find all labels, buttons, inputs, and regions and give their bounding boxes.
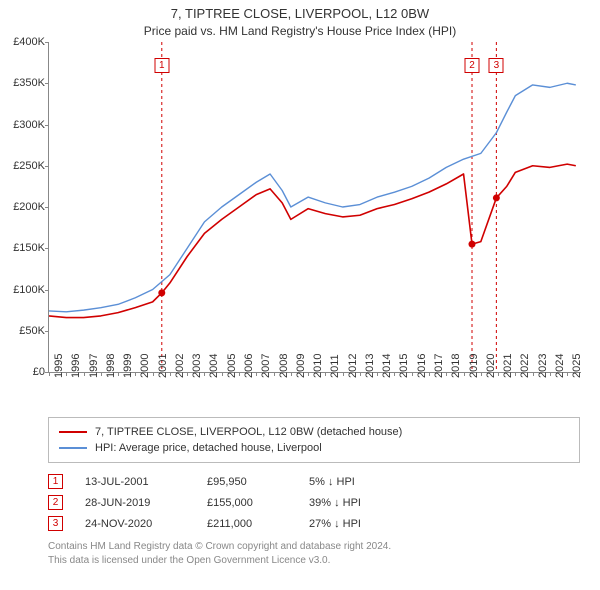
x-axis-tick-label: 2019 xyxy=(468,354,480,378)
x-axis-tick-label: 2005 xyxy=(226,354,238,378)
footer-line-2: This data is licensed under the Open Gov… xyxy=(48,554,580,568)
table-row: 1 13-JUL-2001 £95,950 5% ↓ HPI xyxy=(48,471,580,492)
legend-item-price-paid: 7, TIPTREE CLOSE, LIVERPOOL, L12 0BW (de… xyxy=(59,424,569,440)
x-axis-tick-label: 2024 xyxy=(554,354,566,378)
legend-label-hpi: HPI: Average price, detached house, Live… xyxy=(95,442,322,454)
sale-index-box: 2 xyxy=(48,495,63,510)
sale-marker-box: 2 xyxy=(465,58,480,73)
chart-title: 7, TIPTREE CLOSE, LIVERPOOL, L12 0BW xyxy=(0,0,600,21)
x-axis-tick-label: 2025 xyxy=(571,354,583,378)
x-axis-tick-label: 2018 xyxy=(450,354,462,378)
x-axis-tick-label: 2007 xyxy=(260,354,272,378)
x-axis-tick-label: 2010 xyxy=(312,354,324,378)
sale-price: £95,950 xyxy=(207,476,287,488)
x-axis-tick-label: 2001 xyxy=(157,354,169,378)
chart-plot-area: £0£50K£100K£150K£200K£250K£300K£350K£400… xyxy=(48,42,581,373)
chart-svg xyxy=(49,42,581,372)
footer-line-1: Contains HM Land Registry data © Crown c… xyxy=(48,540,580,554)
x-axis-tick-label: 1997 xyxy=(88,354,100,378)
sale-price: £155,000 xyxy=(207,497,287,509)
table-row: 3 24-NOV-2020 £211,000 27% ↓ HPI xyxy=(48,513,580,534)
sale-marker-box: 1 xyxy=(154,58,169,73)
x-axis-tick-label: 2009 xyxy=(295,354,307,378)
x-axis-tick-label: 1998 xyxy=(105,354,117,378)
x-axis-tick-label: 2014 xyxy=(381,354,393,378)
sale-delta: 39% ↓ HPI xyxy=(309,497,409,509)
sale-date: 13-JUL-2001 xyxy=(85,476,185,488)
table-row: 2 28-JUN-2019 £155,000 39% ↓ HPI xyxy=(48,492,580,513)
x-axis-tick-label: 1999 xyxy=(122,354,134,378)
x-axis-tick-label: 2012 xyxy=(347,354,359,378)
x-axis-tick-label: 2023 xyxy=(537,354,549,378)
x-axis-tick-label: 2021 xyxy=(502,354,514,378)
sale-delta: 27% ↓ HPI xyxy=(309,518,409,530)
y-axis-tick-label: £0 xyxy=(1,366,45,378)
chart-subtitle: Price paid vs. HM Land Registry's House … xyxy=(0,21,600,42)
x-axis-tick-label: 1995 xyxy=(53,354,65,378)
x-axis-tick-label: 2011 xyxy=(329,354,341,378)
y-axis-tick-label: £350K xyxy=(1,77,45,89)
y-axis-tick-label: £100K xyxy=(1,284,45,296)
x-axis-tick-label: 1996 xyxy=(70,354,82,378)
x-axis-tick-label: 2000 xyxy=(139,354,151,378)
x-axis-tick-label: 2017 xyxy=(433,354,445,378)
sales-table: 1 13-JUL-2001 £95,950 5% ↓ HPI 2 28-JUN-… xyxy=(48,471,580,534)
x-axis-tick-label: 2006 xyxy=(243,354,255,378)
legend-swatch-price-paid xyxy=(59,431,87,433)
x-axis-tick-label: 2016 xyxy=(416,354,428,378)
x-axis-tick-label: 2020 xyxy=(485,354,497,378)
legend-box: 7, TIPTREE CLOSE, LIVERPOOL, L12 0BW (de… xyxy=(48,417,580,463)
y-axis-tick-label: £150K xyxy=(1,242,45,254)
y-axis-tick-label: £250K xyxy=(1,160,45,172)
x-axis-tick-label: 2008 xyxy=(278,354,290,378)
sale-date: 24-NOV-2020 xyxy=(85,518,185,530)
x-axis-tick-label: 2013 xyxy=(364,354,376,378)
x-axis-tick-label: 2004 xyxy=(208,354,220,378)
sale-delta: 5% ↓ HPI xyxy=(309,476,409,488)
legend-item-hpi: HPI: Average price, detached house, Live… xyxy=(59,440,569,456)
y-axis-tick-label: £50K xyxy=(1,325,45,337)
x-axis-tick-label: 2022 xyxy=(519,354,531,378)
footer-attribution: Contains HM Land Registry data © Crown c… xyxy=(48,540,580,567)
y-axis-tick-label: £400K xyxy=(1,36,45,48)
x-axis-tick-label: 2002 xyxy=(174,354,186,378)
y-axis-tick-label: £200K xyxy=(1,201,45,213)
x-axis-tick-label: 2003 xyxy=(191,354,203,378)
legend-label-price-paid: 7, TIPTREE CLOSE, LIVERPOOL, L12 0BW (de… xyxy=(95,426,402,438)
sale-index-box: 1 xyxy=(48,474,63,489)
x-axis-tick-label: 2015 xyxy=(398,354,410,378)
y-axis-tick-label: £300K xyxy=(1,119,45,131)
sale-date: 28-JUN-2019 xyxy=(85,497,185,509)
sale-index-box: 3 xyxy=(48,516,63,531)
sale-price: £211,000 xyxy=(207,518,287,530)
sale-marker-box: 3 xyxy=(489,58,504,73)
legend-swatch-hpi xyxy=(59,447,87,449)
